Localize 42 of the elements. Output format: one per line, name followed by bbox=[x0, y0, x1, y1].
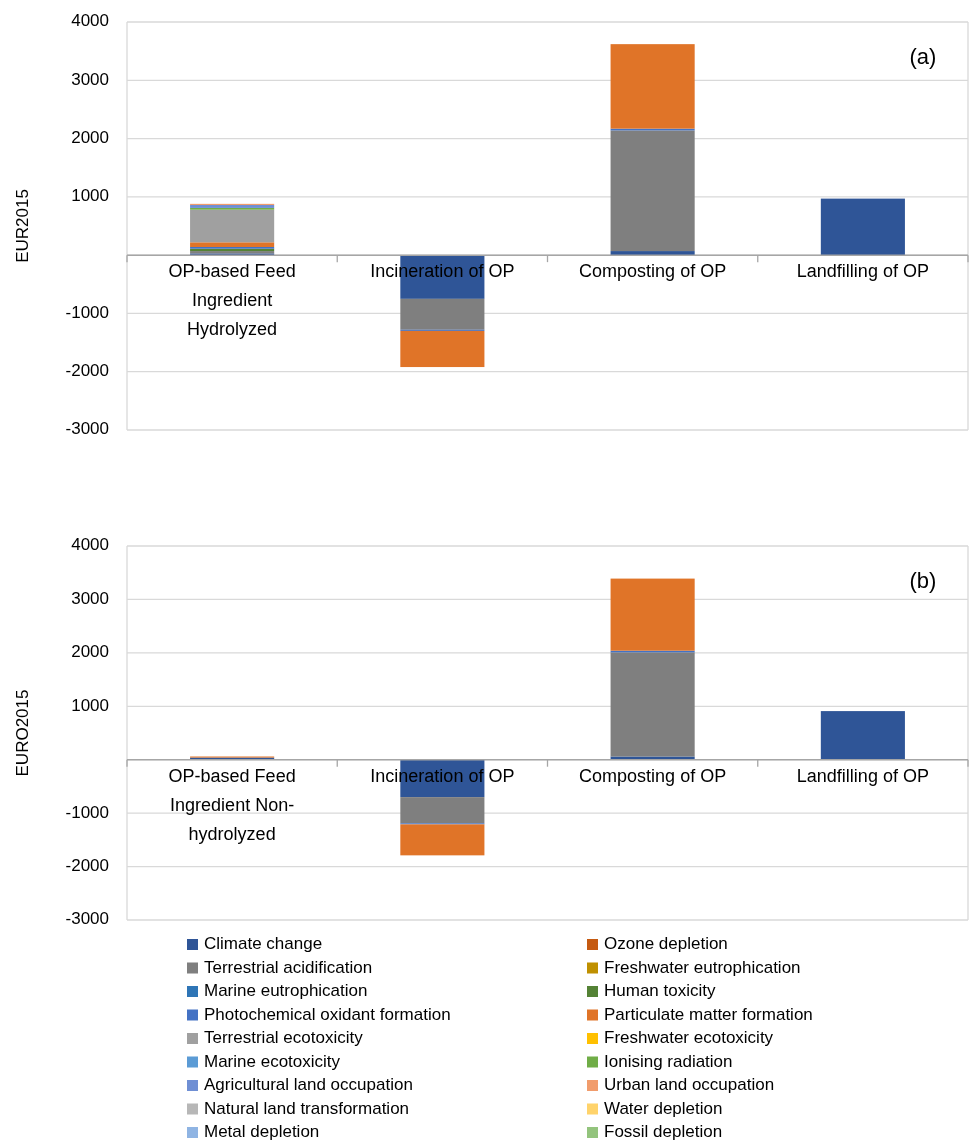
legend-label: Water depletion bbox=[604, 1098, 723, 1118]
legend-label: Ionising radiation bbox=[604, 1051, 733, 1071]
x-tick-label: Landfilling of OP bbox=[796, 261, 929, 282]
legend-label: Urban land occupation bbox=[604, 1075, 775, 1095]
y-tick-label: 3000 bbox=[71, 588, 109, 608]
y-tick-label: 1000 bbox=[71, 186, 109, 206]
legend-label: Freshwater ecotoxicity bbox=[604, 1028, 774, 1048]
legend-label: Particulate matter formation bbox=[604, 1004, 813, 1024]
legend-label: Terrestrial ecotoxicity bbox=[204, 1028, 364, 1048]
y-tick-label: 1000 bbox=[71, 695, 109, 715]
x-tick-label: Landfilling of OP bbox=[796, 765, 929, 786]
legend-label: Freshwater eutrophication bbox=[604, 957, 801, 977]
legend-label: Ozone depletion bbox=[604, 934, 728, 954]
legend-label: Natural land transformation bbox=[204, 1098, 410, 1118]
legend-label: Human toxicity bbox=[604, 981, 716, 1001]
y-tick-label: -1000 bbox=[65, 802, 109, 822]
y-tick-label: 4000 bbox=[71, 11, 109, 31]
x-tick-label: Composting of OP bbox=[579, 261, 727, 282]
x-tick-label: OP-based Feed Ingredient Non-hydrolyzed bbox=[168, 765, 296, 844]
y-tick-label: -3000 bbox=[65, 909, 109, 929]
y-axis-title: EURO2015 bbox=[13, 689, 32, 777]
legend-label: Agricultural land occupation bbox=[204, 1075, 413, 1095]
legend-label: Terrestrial acidification bbox=[204, 957, 373, 977]
legend-label: Climate change bbox=[204, 934, 323, 954]
y-tick-label: -1000 bbox=[65, 302, 109, 322]
y-tick-label: -3000 bbox=[65, 419, 109, 439]
legend-label: Photochemical oxidant formation bbox=[204, 1004, 451, 1024]
legend-label: Fossil depletion bbox=[604, 1122, 723, 1142]
x-tick-label: OP-based Feed Ingredient Hydrolyzed bbox=[168, 261, 296, 340]
x-tick-label: Composting of OP bbox=[579, 765, 727, 786]
y-tick-label: -2000 bbox=[65, 361, 109, 381]
annotation: (a) bbox=[909, 44, 937, 69]
y-tick-label: 3000 bbox=[71, 69, 109, 89]
legend-label: Metal depletion bbox=[204, 1122, 320, 1142]
y-tick-label: -2000 bbox=[65, 856, 109, 876]
legend-label: Marine ecotoxicity bbox=[204, 1051, 341, 1071]
y-axis-title: EUR2015 bbox=[13, 189, 32, 263]
legend-label: Marine eutrophication bbox=[204, 981, 368, 1001]
annotation: (b) bbox=[909, 568, 937, 593]
y-tick-label: 2000 bbox=[71, 128, 109, 148]
y-tick-label: 4000 bbox=[71, 535, 109, 555]
y-tick-label: 2000 bbox=[71, 642, 109, 662]
